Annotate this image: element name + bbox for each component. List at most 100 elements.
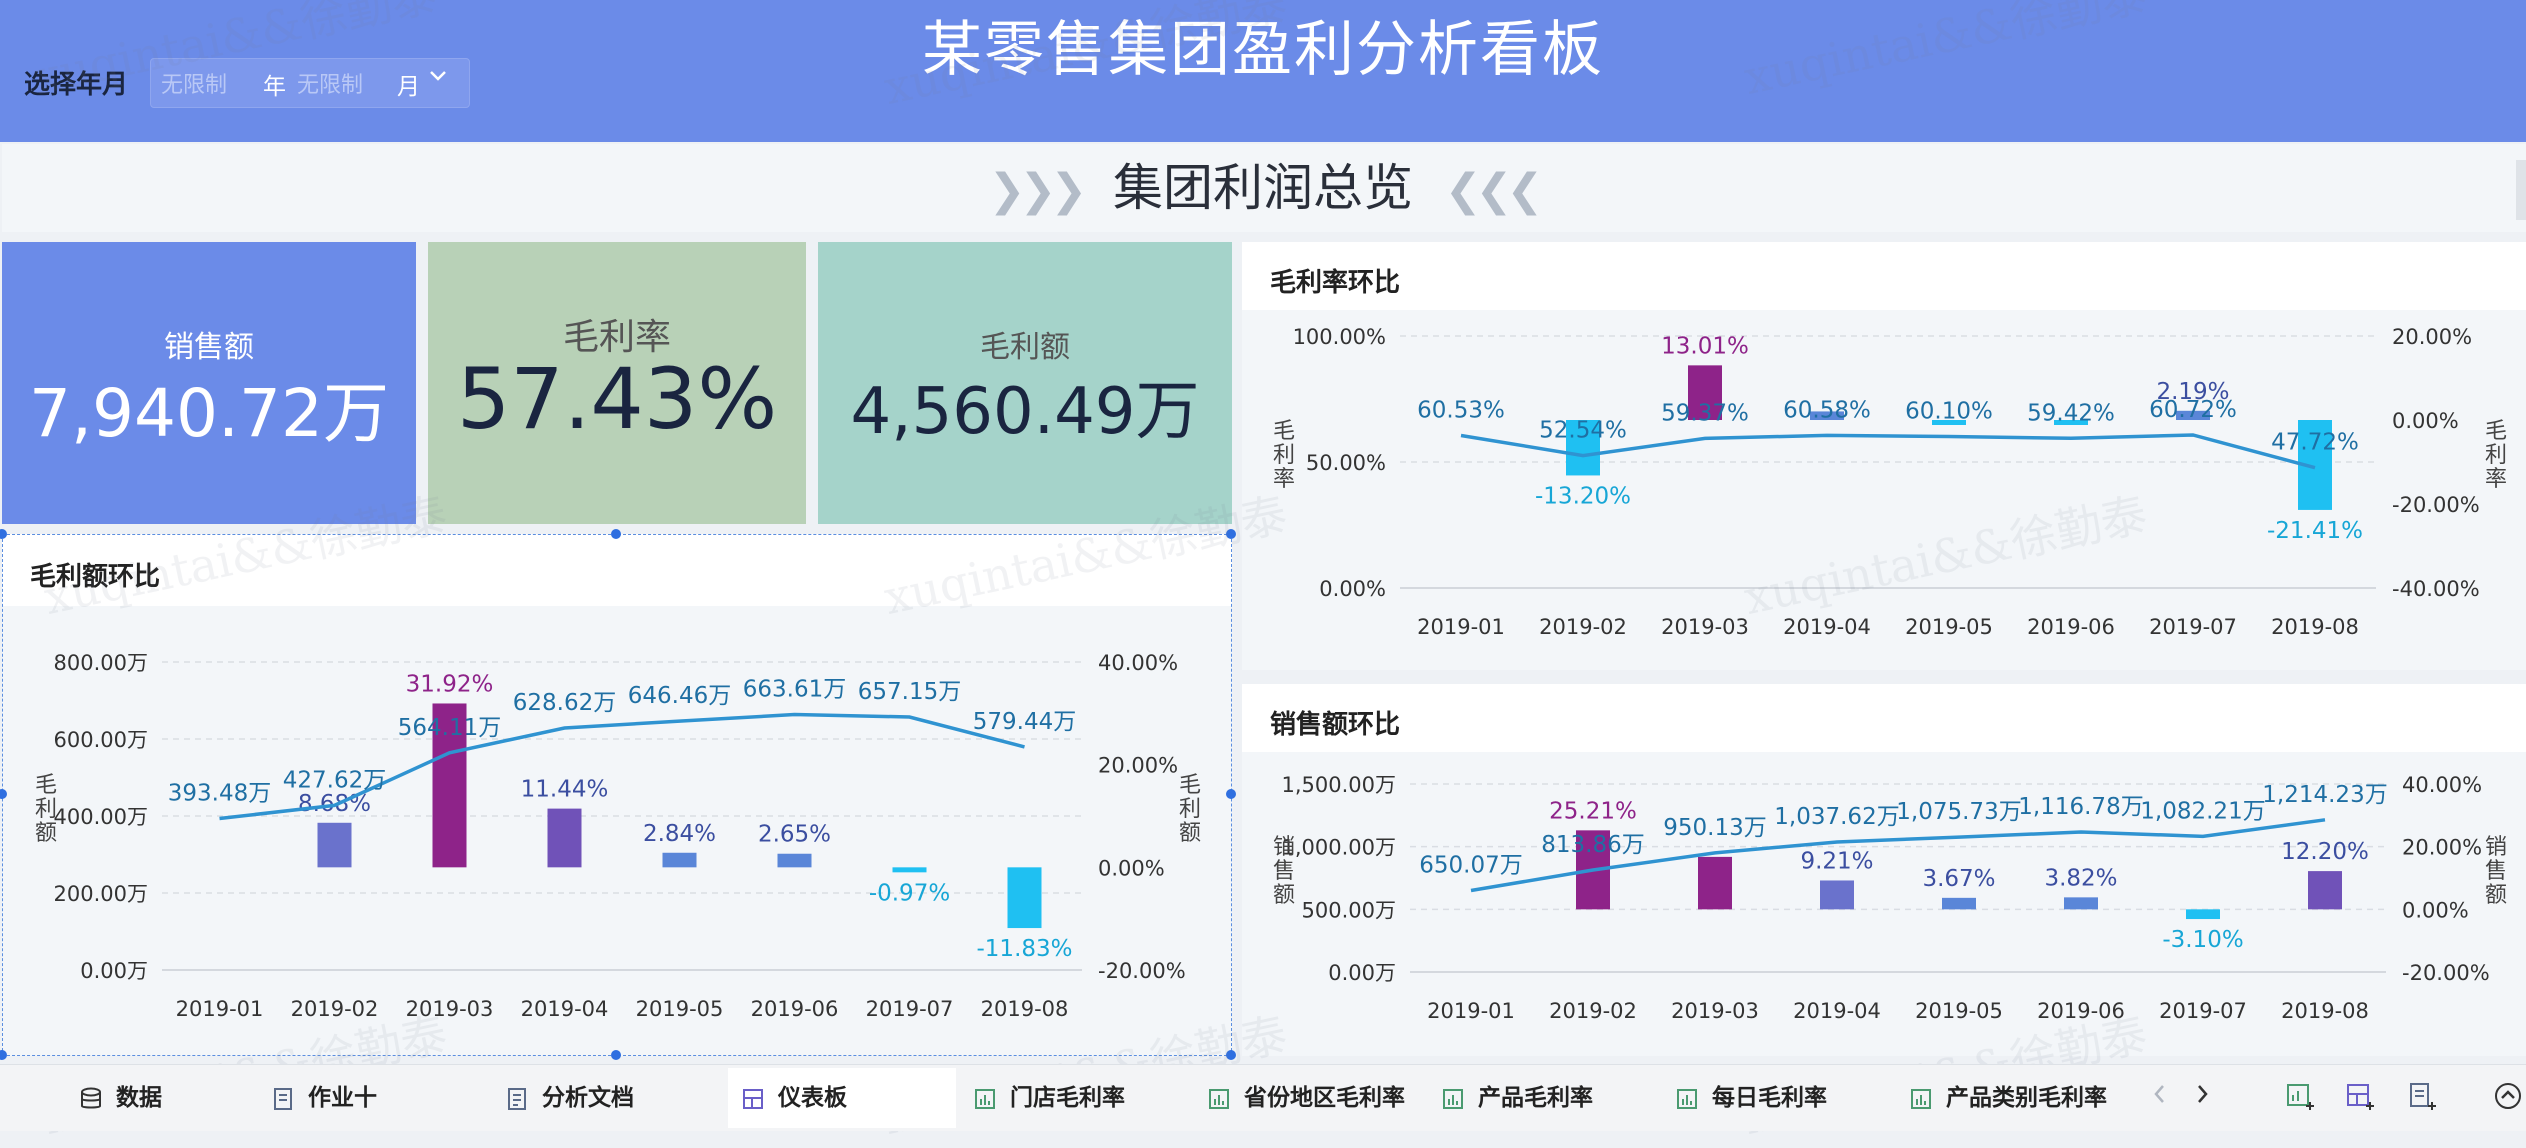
bar: [892, 867, 927, 873]
scrollbar[interactable]: [2516, 160, 2526, 220]
line-label: 564.11万: [398, 715, 501, 741]
x-tick-label: 2019-03: [406, 997, 494, 1021]
bar: [432, 703, 467, 868]
series-line: [1460, 433, 2316, 470]
chart-icon: [1677, 1088, 1697, 1109]
bar: [1810, 411, 1844, 420]
x-tick-label: 2019-01: [1417, 615, 1505, 639]
add-chart-icon[interactable]: [2286, 1082, 2316, 1110]
x-tick-label: 2019-04: [521, 997, 609, 1021]
bar: [662, 852, 697, 868]
bar-label: 11.44%: [521, 777, 609, 803]
y2-tick-label: 20.00%: [1098, 754, 1178, 778]
bar-label: -3.10%: [2162, 927, 2243, 953]
sheet-tab-bar: [0, 1064, 2526, 1131]
tab-assignment[interactable]: 作业十: [272, 1068, 377, 1128]
tab-product-margin[interactable]: 产品毛利率: [1442, 1068, 1593, 1128]
chevrons-right-icon: ❯❯❯: [988, 165, 1088, 216]
kpi-value: 57.43%: [456, 350, 778, 448]
collapse-icon[interactable]: [2494, 1082, 2522, 1110]
x-tick-label: 2019-08: [981, 997, 1069, 1021]
chevron-right-icon[interactable]: [2190, 1082, 2214, 1106]
margin-rate-chart: 100.00% 50.00% 0.00% 20.00% 0.00% -20.00% -40.…: [1273, 325, 2507, 639]
resize-handle[interactable]: [611, 1050, 621, 1060]
chevrons-left-icon: ❮❮❮: [1444, 165, 1544, 216]
panel-title: 毛利额环比: [30, 562, 161, 592]
bar: [1698, 856, 1732, 910]
line-label: 663.61万: [743, 677, 846, 703]
document-icon: [274, 1087, 292, 1110]
margin-rate-panel[interactable]: 毛利率环比 100.00% 50.00% 0.00% 20.00% 0.00% -20.0…: [1242, 242, 2526, 670]
x-tick-label: 2019-05: [636, 997, 724, 1021]
year-month-filter[interactable]: 无限制 年 无限制 月: [150, 58, 470, 108]
bar: [547, 808, 582, 868]
kpi-value: 4,560.49万: [850, 375, 1200, 449]
x-tick-label: 2019-02: [1539, 615, 1627, 639]
x-tick-label: 2019-06: [2027, 615, 2115, 639]
gross-profit-panel[interactable]: 毛利额环比 800.00万 600.00万 400.00万 200.00万 0.00万 4…: [2, 534, 1232, 1056]
x-tick-label: 2019-02: [1549, 999, 1637, 1023]
resize-handle[interactable]: [1226, 1050, 1236, 1060]
report-icon: [508, 1087, 526, 1110]
tab-category-margin[interactable]: 产品类别毛利率: [1910, 1068, 2107, 1128]
x-tick-label: 2019-07: [866, 997, 954, 1021]
line-label: 657.15万: [858, 679, 961, 705]
resize-handle[interactable]: [1226, 789, 1236, 799]
x-tick-label: 2019-04: [1793, 999, 1881, 1023]
chevron-down-icon[interactable]: [428, 66, 448, 86]
chevron-left-icon[interactable]: [2148, 1082, 2172, 1106]
bar-label: 25.21%: [1549, 798, 1637, 824]
resize-handle[interactable]: [1226, 529, 1236, 539]
resize-handle[interactable]: [611, 529, 621, 539]
line-label: 1,075.73万: [1896, 799, 2021, 825]
bar: [1932, 420, 1966, 425]
kpi-sales-card: 销售额 7,940.72万: [2, 242, 416, 524]
bar-label: 9.21%: [1800, 848, 1873, 874]
month-unit: 月: [397, 74, 420, 100]
line-label: 628.62万: [513, 690, 616, 716]
y2-tick-label: 0.00%: [2402, 898, 2469, 922]
bar: [1688, 365, 1722, 420]
bar: [1566, 420, 1600, 476]
y2-tick-label: 20.00%: [2392, 325, 2472, 349]
add-dashboard-icon[interactable]: [2346, 1082, 2376, 1110]
panel-header: [1242, 242, 2526, 310]
line-label: 579.44万: [973, 709, 1076, 735]
bar: [2186, 909, 2220, 920]
panel-header: [2, 534, 1232, 606]
y-tick-label: 100.00%: [1293, 325, 1386, 349]
axis-title: 毛利额: [35, 773, 57, 846]
bar: [2308, 871, 2342, 910]
sales-chart: 1,500.00万 1,000.00万 500.00万 0.00万 40.00% 20.0…: [1273, 773, 2507, 1023]
tab-data[interactable]: 数据: [80, 1068, 162, 1128]
tab-store-margin[interactable]: 门店毛利率: [974, 1068, 1125, 1128]
tab-province-margin[interactable]: 省份地区毛利率: [1208, 1068, 1405, 1128]
axis-title: 毛利率: [2485, 419, 2507, 492]
y-tick-label: 1,500.00万: [1281, 773, 1396, 797]
add-report-icon[interactable]: [2408, 1082, 2438, 1110]
y-tick-label: 200.00万: [54, 882, 148, 906]
month-input[interactable]: 无限制: [297, 73, 364, 98]
sales-panel[interactable]: 销售额环比 1,500.00万 1,000.00万 500.00万 0.00万 40.0…: [1242, 684, 2526, 1056]
resize-handle[interactable]: [0, 529, 7, 539]
section-title: 集团利润总览: [1113, 159, 1413, 217]
tab-label: 产品类别毛利率: [1946, 1085, 2107, 1111]
line-label: 1,082.21万: [2140, 798, 2265, 824]
tab-dashboard[interactable]: 仪表板: [728, 1068, 956, 1128]
year-input[interactable]: 无限制: [161, 73, 228, 98]
tab-analysis-doc[interactable]: 分析文档: [506, 1068, 634, 1128]
kpi-label: 毛利额: [980, 330, 1070, 365]
resize-handle[interactable]: [0, 1050, 7, 1060]
tab-daily-margin[interactable]: 每日毛利率: [1676, 1068, 1827, 1128]
y2-tick-label: -40.00%: [2392, 577, 2480, 601]
y-tick-label: 0.00万: [1328, 961, 1396, 985]
panel-title: 销售额环比: [1270, 710, 1401, 740]
chart-icon: [1911, 1088, 1931, 1109]
bar-label: -11.83%: [977, 936, 1073, 962]
dashboard-icon: [743, 1088, 763, 1109]
line-label: 950.13万: [1663, 815, 1766, 841]
kpi-margin-rate-card: 毛利率 57.43%: [428, 242, 806, 524]
chart-icon: [1209, 1088, 1229, 1109]
line-label: 1,037.62万: [1774, 804, 1899, 830]
resize-handle[interactable]: [0, 789, 7, 799]
